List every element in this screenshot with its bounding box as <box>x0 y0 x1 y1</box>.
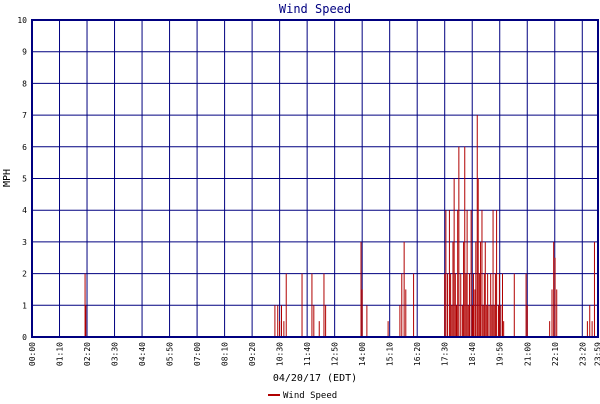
x-tick-labels: 00:00 01:10 02:20 03:30 04:40 05:50 07:00 08:10… <box>28 342 600 366</box>
x-tick-label: 22:10 <box>551 342 560 366</box>
x-tick-label: 16:20 <box>413 342 422 366</box>
y-axis-label: MPH <box>2 169 13 187</box>
y-tick-label: 3 <box>22 238 27 247</box>
x-tick-label: 23:20 <box>578 342 587 366</box>
x-tick-label: 02:20 <box>83 342 92 366</box>
x-tick-label: 23:59 <box>594 342 600 366</box>
chart-title: Wind Speed <box>279 2 351 16</box>
plot-frame <box>31 19 599 338</box>
x-tick-label: 19:50 <box>496 342 505 366</box>
x-tick-label: 01:10 <box>56 342 65 366</box>
y-tick-label: 1 <box>22 301 27 310</box>
x-tick-label: 15:10 <box>386 342 395 366</box>
x-tick-label: 03:30 <box>111 342 120 366</box>
legend-label: Wind Speed <box>283 391 337 400</box>
x-tick-label: 00:00 <box>28 342 37 366</box>
y-tick-label: 8 <box>22 79 27 88</box>
y-tick-label: 2 <box>22 270 27 279</box>
x-tick-label: 07:00 <box>193 342 202 366</box>
x-axis-label: 04/20/17 (EDT) <box>273 373 357 384</box>
x-tick-label: 04:40 <box>138 342 147 366</box>
y-tick-label: 0 <box>22 333 27 342</box>
legend: Wind Speed <box>268 391 337 401</box>
x-tick-label: 21:00 <box>523 342 532 366</box>
y-tick-label: 9 <box>22 48 27 57</box>
y-tick-label: 10 <box>17 16 27 25</box>
y-tick-label: 5 <box>22 175 27 184</box>
x-tick-label: 12:50 <box>331 342 340 366</box>
x-tick-label: 05:50 <box>166 342 175 366</box>
x-tick-label: 08:10 <box>221 342 230 366</box>
y-tick-label: 7 <box>22 111 27 120</box>
y-tick-label: 4 <box>22 206 27 215</box>
x-tick-label: 18:40 <box>468 342 477 366</box>
x-tick-label: 09:20 <box>248 342 257 366</box>
y-tick-labels: 0 1 2 3 4 5 6 7 8 9 10 <box>17 16 27 342</box>
y-tick-label: 6 <box>22 143 27 152</box>
x-tick-label: 17:30 <box>441 342 450 366</box>
x-tick-label: 10:30 <box>276 342 285 366</box>
x-tick-label: 11:40 <box>303 342 312 366</box>
x-tick-label: 14:00 <box>358 342 367 366</box>
